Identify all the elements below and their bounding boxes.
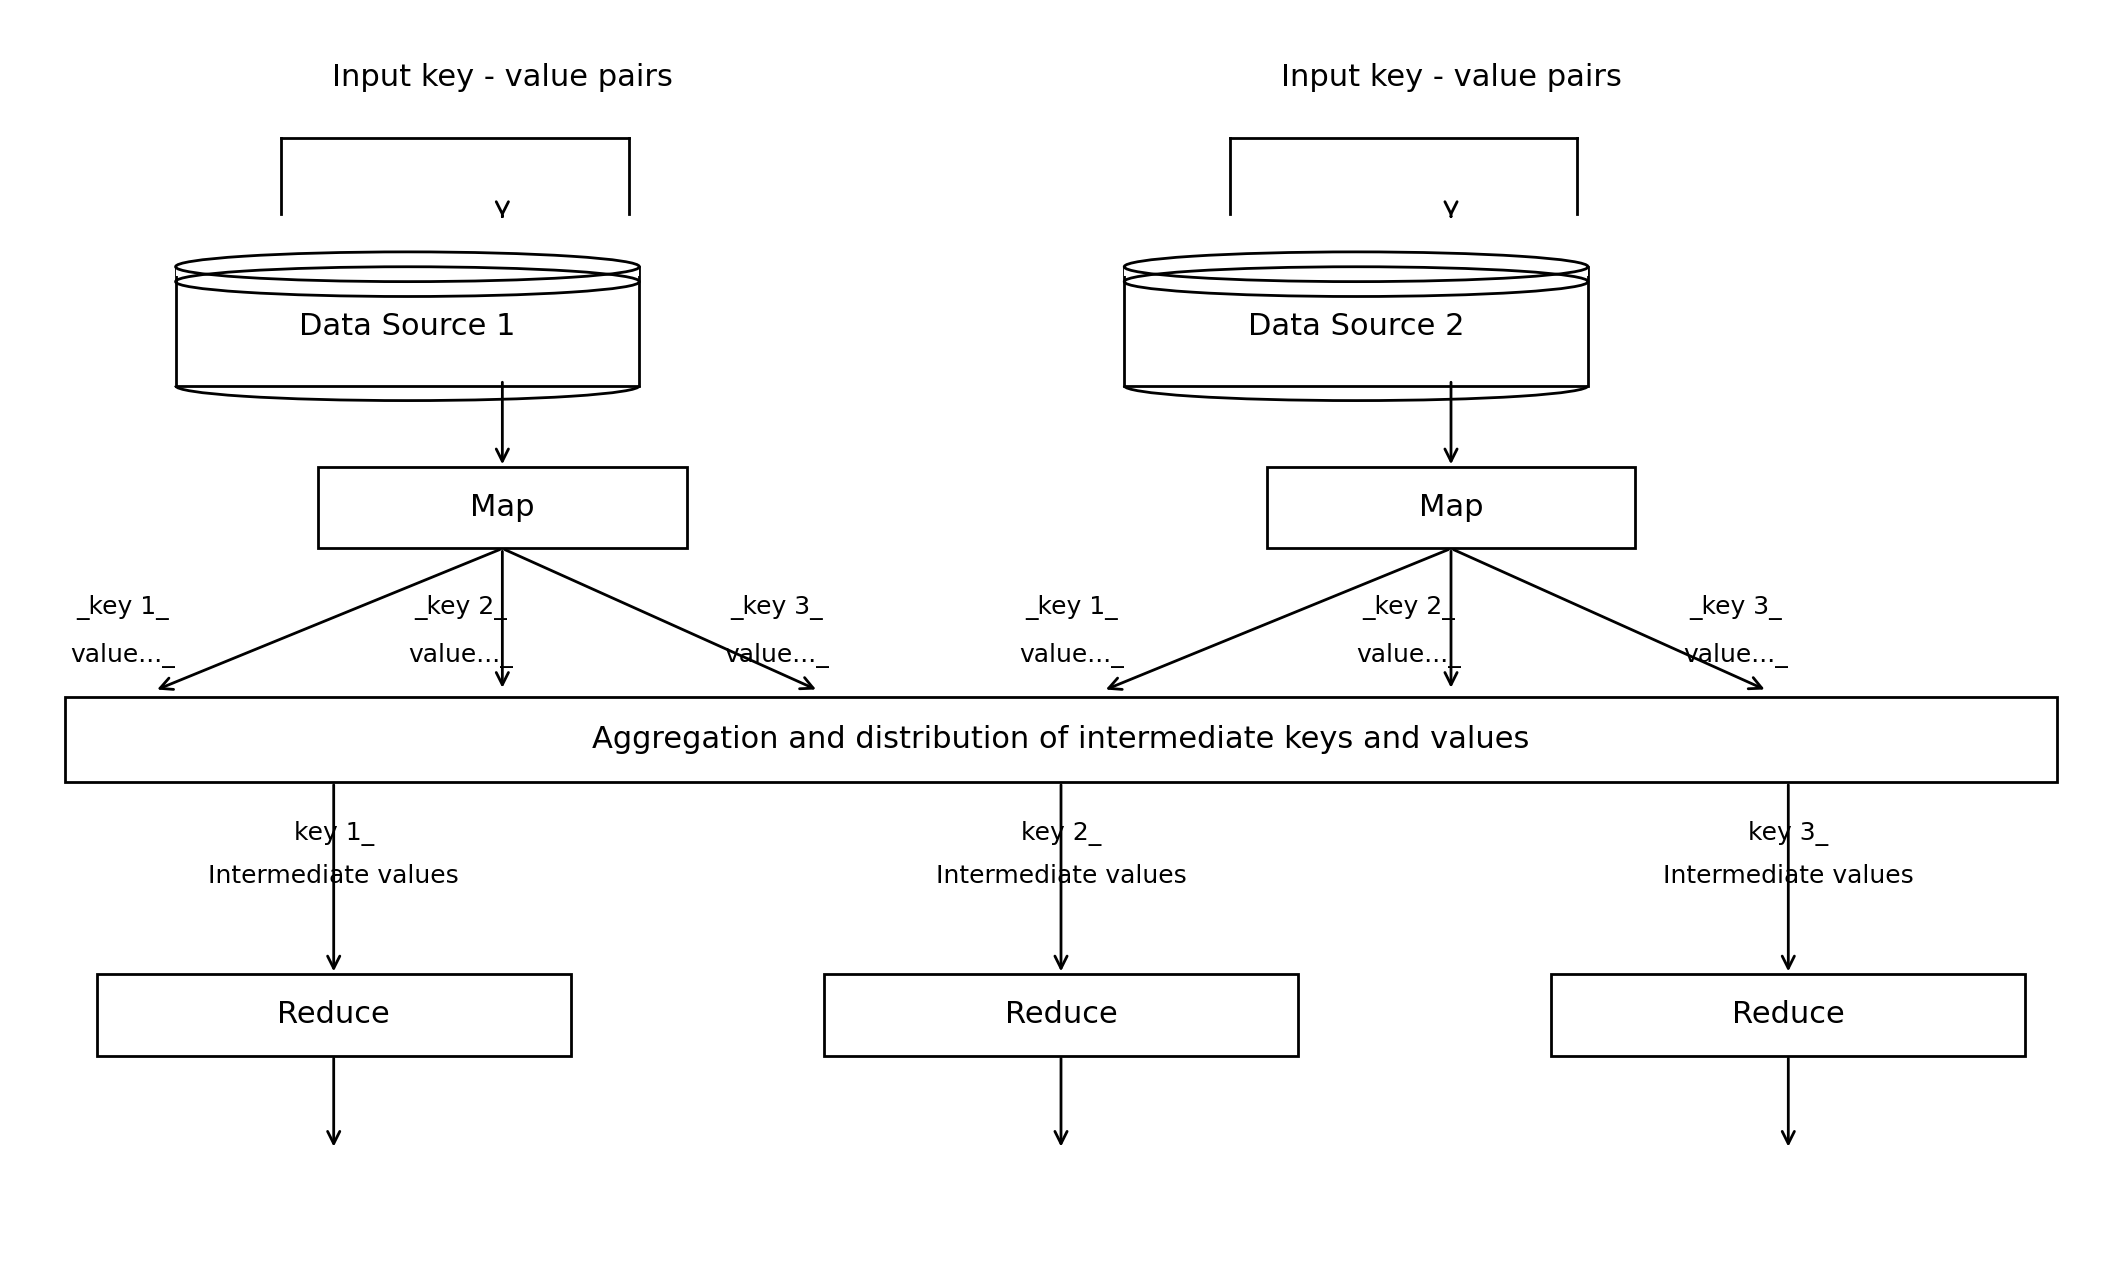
Text: Input key - value pairs: Input key - value pairs [331, 63, 673, 92]
Bar [176, 263, 639, 276]
Ellipse shape [1125, 252, 1587, 281]
Text: Data Source 1: Data Source 1 [299, 311, 516, 341]
Text: _key 2_: _key 2_ [414, 595, 507, 620]
Text: Reduce: Reduce [1004, 1000, 1118, 1029]
Bar [318, 467, 688, 548]
Text: Reduce: Reduce [1732, 1000, 1844, 1029]
Bar [823, 975, 1299, 1056]
Text: Intermediate values: Intermediate values [936, 865, 1186, 889]
Text: value..._: value..._ [1683, 643, 1789, 668]
Text: _key 3_: _key 3_ [1689, 595, 1782, 620]
Text: Intermediate values: Intermediate values [1664, 865, 1914, 889]
Text: Data Source 2: Data Source 2 [1248, 311, 1464, 341]
Text: key 2_: key 2_ [1021, 820, 1101, 846]
Text: Map: Map [1420, 494, 1483, 523]
Text: Reduce: Reduce [278, 1000, 390, 1029]
Bar [1551, 975, 2027, 1056]
Bar [176, 267, 639, 386]
Text: Intermediate values: Intermediate values [208, 865, 458, 889]
Text: Aggregation and distribution of intermediate keys and values: Aggregation and distribution of intermed… [592, 725, 1530, 755]
Text: value..._: value..._ [70, 643, 176, 668]
Bar [1125, 267, 1587, 386]
Bar [1267, 467, 1636, 548]
Text: value..._: value..._ [1356, 643, 1462, 668]
Ellipse shape [176, 252, 639, 281]
Text: key 3_: key 3_ [1749, 820, 1829, 846]
Text: _key 1_: _key 1_ [76, 595, 170, 620]
Text: Input key - value pairs: Input key - value pairs [1280, 63, 1621, 92]
Text: _key 1_: _key 1_ [1025, 595, 1118, 620]
Text: key 1_: key 1_ [293, 820, 373, 846]
Text: value..._: value..._ [1019, 643, 1125, 668]
Text: value..._: value..._ [407, 643, 514, 668]
Bar [1125, 263, 1587, 276]
Bar [95, 975, 571, 1056]
Text: _key 3_: _key 3_ [730, 595, 823, 620]
Text: Map: Map [471, 494, 535, 523]
Text: value..._: value..._ [724, 643, 830, 668]
Text: _key 2_: _key 2_ [1362, 595, 1456, 620]
Bar [66, 696, 2056, 782]
